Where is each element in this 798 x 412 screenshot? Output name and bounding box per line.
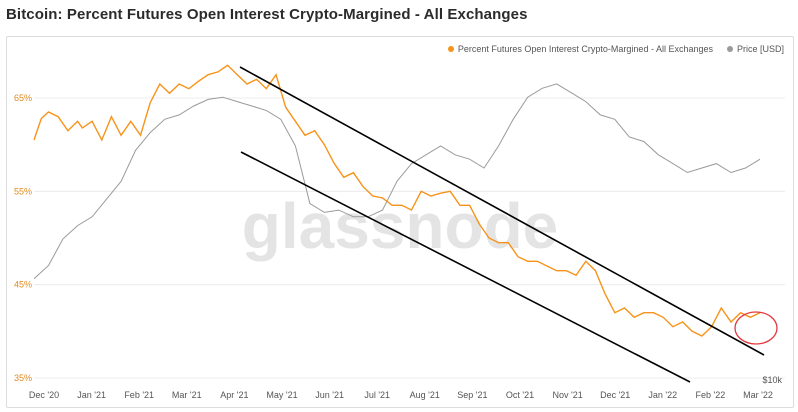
legend-dot-oi (447, 46, 454, 52)
channel-lower-line (240, 151, 691, 383)
x-tick-label: Oct '21 (506, 390, 534, 400)
x-tick-label: Feb '22 (696, 390, 726, 400)
y-tick-label: 35% (14, 373, 32, 383)
x-tick-label: Jan '22 (648, 390, 677, 400)
y-right-tick-label: $10k (762, 375, 782, 385)
x-tick-label: Mar '21 (172, 390, 202, 400)
highlight-circle (734, 311, 778, 345)
y-tick-label: 55% (14, 186, 32, 196)
price-series-line (33, 83, 761, 280)
legend-dot-price (726, 46, 733, 52)
x-tick-label: Sep '21 (457, 390, 487, 400)
chart-title: Bitcoin: Percent Futures Open Interest C… (6, 6, 528, 23)
x-tick-label: Apr '21 (220, 390, 248, 400)
x-tick-label: Feb '21 (124, 390, 154, 400)
legend-item-oi[interactable]: Percent Futures Open Interest Crypto-Mar… (447, 44, 713, 54)
watermark: glassnode (242, 190, 559, 262)
legend-item-price[interactable]: Price [USD] (726, 44, 784, 54)
x-tick-label: May '21 (266, 390, 297, 400)
x-tick-label: Nov '21 (552, 390, 582, 400)
y-tick-label: 45% (14, 280, 32, 290)
x-tick-label: Aug '21 (410, 390, 440, 400)
legend-label-price: Price [USD] (736, 44, 784, 54)
legend-label-oi: Percent Futures Open Interest Crypto-Mar… (457, 44, 713, 54)
x-tick-label: Jun '21 (315, 390, 344, 400)
oi-series-line (33, 64, 761, 337)
legend[interactable]: Percent Futures Open Interest Crypto-Mar… (447, 44, 784, 54)
y-tick-label: 65% (14, 93, 32, 103)
x-tick-label: Jan '21 (77, 390, 106, 400)
x-tick-label: Dec '21 (600, 390, 630, 400)
x-tick-label: Dec '20 (29, 390, 59, 400)
x-tick-label: Mar '22 (743, 390, 773, 400)
channel-upper-line (239, 66, 765, 356)
x-tick-label: Jul '21 (364, 390, 390, 400)
